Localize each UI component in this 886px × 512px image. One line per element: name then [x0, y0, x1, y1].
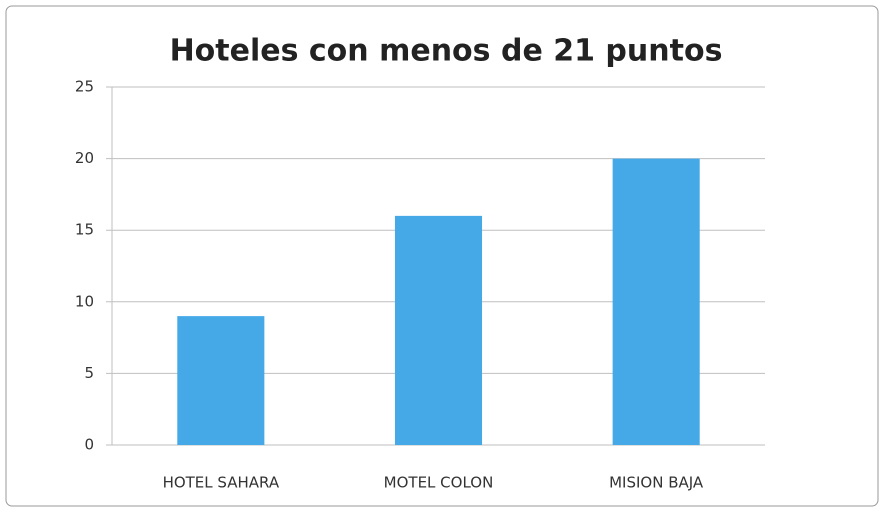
y-tick-label: 20: [75, 149, 94, 167]
x-tick-label: MISION BAJA: [609, 474, 704, 492]
bar: [394, 215, 483, 445]
x-tick-label: HOTEL SAHARA: [163, 474, 280, 492]
bar: [612, 158, 700, 445]
y-tick-label: 5: [84, 364, 94, 382]
y-tick-label: 25: [75, 78, 94, 96]
y-tick-label: 15: [75, 221, 94, 239]
bar: [177, 316, 265, 445]
chart-title: Hoteles con menos de 21 puntos: [170, 34, 723, 69]
y-tick-label: 0: [84, 436, 94, 454]
y-tick-label: 10: [75, 292, 94, 310]
x-tick-label: MOTEL COLON: [384, 474, 494, 492]
